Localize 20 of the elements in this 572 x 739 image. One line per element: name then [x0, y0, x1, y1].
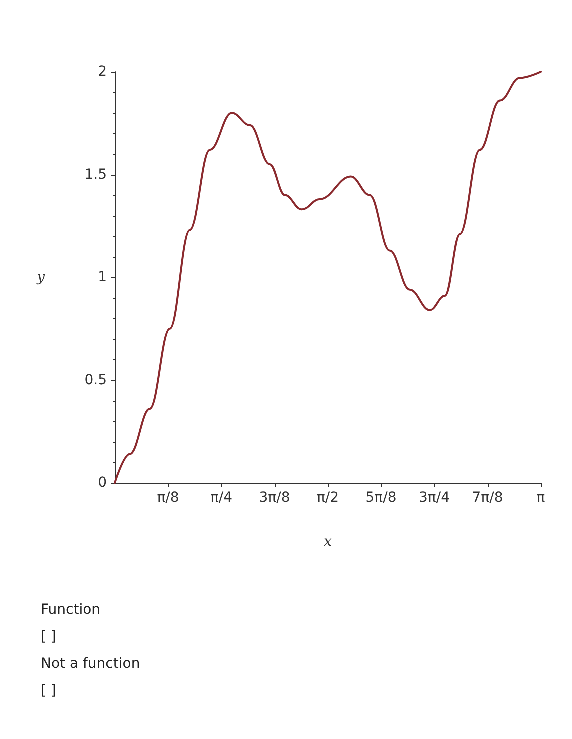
x-tick-label: π [536, 490, 546, 506]
y-tick-label: 2 [98, 64, 107, 80]
y-tick-label: 1 [98, 270, 107, 286]
x-tick-label: 7π/8 [472, 490, 504, 506]
x-tick-label: 3π/8 [259, 490, 290, 506]
x-tick-label: 3π/4 [419, 490, 450, 506]
text: Not a function [41, 656, 140, 672]
x-tick-label: 5π/8 [366, 490, 397, 506]
y-tick-label: 0 [98, 475, 107, 491]
x-axis-title: x [324, 534, 332, 550]
x-tick-label: π/2 [316, 490, 340, 506]
y-axis-title: y [36, 270, 46, 286]
text: [ ] [41, 683, 56, 699]
y-tick-label: 1.5 [84, 166, 107, 183]
x-tick-label: π/8 [157, 490, 180, 506]
x-tick-label: π/4 [210, 490, 233, 506]
line-series [114, 71, 542, 484]
text: Function [41, 602, 101, 618]
y-tick-label: 0.5 [84, 372, 107, 388]
text: [ ] [41, 629, 56, 645]
